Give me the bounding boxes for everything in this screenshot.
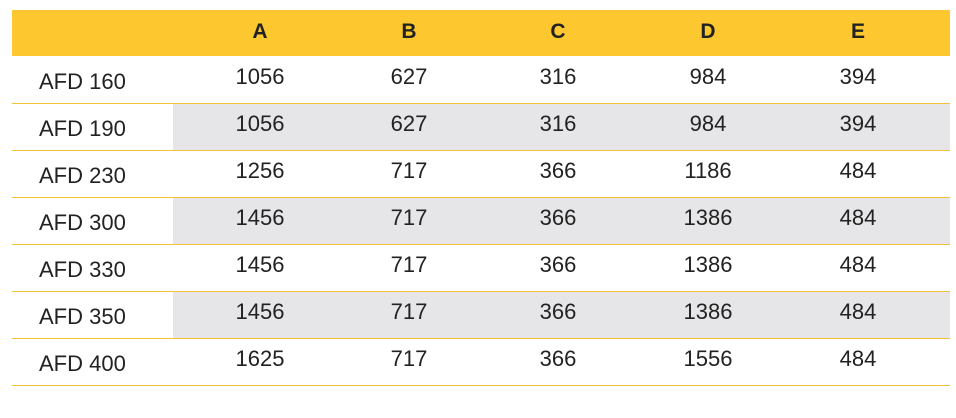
cell-value: 484 <box>839 346 877 371</box>
cell-value: 366 <box>539 158 577 183</box>
cell-value: 1386 <box>683 205 733 230</box>
cell-value: 366 <box>539 252 577 277</box>
cell-value: 484 <box>839 252 877 277</box>
cell-value: 1556 <box>683 346 733 371</box>
cell-value: 484 <box>839 205 877 230</box>
cell-value: 394 <box>839 64 877 89</box>
row-shade <box>173 198 950 244</box>
cell-value: 627 <box>390 64 428 89</box>
column-header: C <box>550 20 566 43</box>
row-label: AFD 300 <box>39 210 126 235</box>
cell-value: 1386 <box>683 299 733 324</box>
column-header: B <box>401 20 417 43</box>
cell-value: 1456 <box>235 252 285 277</box>
cell-value: 366 <box>539 205 577 230</box>
cell-value: 1625 <box>235 346 285 371</box>
cell-value: 717 <box>390 158 428 183</box>
row-rule <box>12 244 950 245</box>
cell-value: 984 <box>689 111 727 136</box>
cell-value: 717 <box>390 252 428 277</box>
cell-value: 1256 <box>235 158 285 183</box>
cell-value: 627 <box>390 111 428 136</box>
header-bar <box>12 10 950 56</box>
row-label: AFD 230 <box>39 163 126 188</box>
cell-value: 1056 <box>235 64 285 89</box>
cell-value: 1186 <box>684 158 732 183</box>
cell-value: 1456 <box>235 205 285 230</box>
row-label: AFD 160 <box>39 69 126 94</box>
row-label: AFD 330 <box>39 257 126 282</box>
cell-value: 484 <box>839 299 877 324</box>
row-label: AFD 190 <box>39 116 126 141</box>
column-header: D <box>700 20 716 43</box>
row-rule <box>12 385 950 386</box>
row-rule <box>12 291 950 292</box>
row-label: AFD 350 <box>39 304 126 329</box>
cell-value: 1386 <box>683 252 733 277</box>
cell-value: 717 <box>390 205 428 230</box>
cell-value: 717 <box>390 299 428 324</box>
row-shade <box>173 292 950 338</box>
row-shade <box>173 104 950 150</box>
cell-value: 484 <box>839 158 877 183</box>
cell-value: 1056 <box>235 111 285 136</box>
cell-value: 316 <box>539 64 577 89</box>
row-label: AFD 400 <box>39 351 126 376</box>
cell-value: 394 <box>839 111 877 136</box>
row-rule <box>12 103 950 104</box>
cell-value: 1456 <box>235 299 285 324</box>
cell-value: 366 <box>539 299 577 324</box>
cell-value: 366 <box>539 346 577 371</box>
row-rule <box>12 197 950 198</box>
row-rule <box>12 150 950 151</box>
column-header: A <box>252 20 268 43</box>
cell-value: 717 <box>390 346 428 371</box>
cell-value: 984 <box>689 64 727 89</box>
column-header: E <box>850 20 866 43</box>
cell-value: 316 <box>539 111 577 136</box>
row-rule <box>12 338 950 339</box>
